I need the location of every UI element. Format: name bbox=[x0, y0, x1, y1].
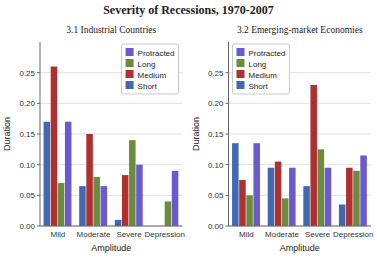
y-axis-label: Duration bbox=[191, 117, 201, 151]
grid-line bbox=[40, 164, 183, 165]
grid-line bbox=[229, 164, 372, 165]
legend-label: Short bbox=[138, 82, 158, 91]
y-tick-label: 0.10 bbox=[208, 161, 224, 170]
y-tick-label: 0.05 bbox=[19, 191, 35, 200]
bar bbox=[303, 186, 310, 226]
x-axis-label: Amplitude bbox=[280, 243, 320, 253]
legend-label: Long bbox=[138, 60, 156, 69]
y-axis-label: Duration bbox=[2, 117, 12, 151]
grid-line bbox=[229, 226, 372, 227]
y-tick-label: 0.20 bbox=[19, 99, 35, 108]
x-tick-label: Mild bbox=[239, 230, 254, 239]
legend-box bbox=[122, 44, 179, 94]
legend-swatch bbox=[237, 48, 245, 56]
panel-title: 3.2 Emerging-market Economies bbox=[237, 25, 363, 35]
legend-swatch bbox=[126, 81, 134, 89]
legend-swatch bbox=[237, 70, 245, 78]
bar bbox=[165, 201, 172, 226]
legend: Protracted Long Medium Short bbox=[122, 44, 179, 94]
panel-title: 3.1 Industrial Countries bbox=[66, 25, 156, 35]
legend-swatch bbox=[237, 81, 245, 89]
bar bbox=[275, 162, 282, 226]
y-tick-label: 0.05 bbox=[208, 191, 224, 200]
bar bbox=[239, 180, 246, 226]
bar bbox=[232, 143, 239, 226]
x-tick-label: Severe bbox=[305, 230, 331, 239]
legend-swatch bbox=[126, 59, 134, 67]
grid-line bbox=[40, 103, 183, 104]
legend-swatch bbox=[126, 70, 134, 78]
bar bbox=[93, 177, 100, 226]
y-tick-label: 0.20 bbox=[208, 99, 224, 108]
y-tick-label: 0.00 bbox=[19, 222, 35, 231]
bar bbox=[172, 171, 179, 226]
legend-swatch bbox=[126, 48, 134, 56]
bar bbox=[86, 134, 93, 226]
legend: Protracted Long Medium Short bbox=[233, 44, 290, 94]
y-tick-label: 0.15 bbox=[19, 130, 35, 139]
legend-swatch bbox=[237, 59, 245, 67]
bar bbox=[246, 195, 253, 226]
panel: 3.2 Emerging-market Economies 0.00 0.05 0.1… bbox=[191, 25, 374, 253]
bar bbox=[115, 220, 122, 226]
x-tick-label: Mild bbox=[50, 230, 65, 239]
legend-label: Medium bbox=[138, 71, 167, 80]
bar bbox=[289, 168, 296, 226]
legend-box bbox=[233, 44, 290, 94]
y-tick-label: 0.10 bbox=[19, 161, 35, 170]
x-tick-label: Moderate bbox=[77, 230, 111, 239]
bar bbox=[282, 198, 289, 226]
bar bbox=[51, 67, 58, 226]
legend-label: Medium bbox=[249, 71, 278, 80]
bar bbox=[268, 168, 275, 226]
bar bbox=[136, 165, 143, 226]
x-axis-label: Amplitude bbox=[91, 243, 131, 253]
legend-label: Short bbox=[249, 82, 269, 91]
x-tick-label: Depression bbox=[144, 230, 184, 239]
y-tick-label: 0.00 bbox=[208, 222, 224, 231]
y-tick-label: 0.25 bbox=[19, 69, 35, 78]
figure-title: Severity of Recessions, 1970-2007 bbox=[103, 3, 274, 17]
legend-label: Long bbox=[249, 60, 267, 69]
grid-line bbox=[40, 226, 183, 227]
x-axis-line bbox=[229, 226, 372, 227]
bar bbox=[325, 168, 332, 226]
bar bbox=[346, 168, 353, 226]
bar bbox=[339, 205, 346, 226]
bar bbox=[318, 149, 325, 226]
grid-line bbox=[40, 134, 183, 135]
bar bbox=[101, 186, 108, 226]
grid-line bbox=[229, 103, 372, 104]
x-tick-label: Moderate bbox=[265, 230, 299, 239]
grid-line bbox=[229, 134, 372, 135]
y-axis-line bbox=[228, 42, 229, 226]
legend-label: Protracted bbox=[249, 49, 286, 58]
bar bbox=[353, 171, 360, 226]
bars bbox=[232, 85, 367, 226]
x-axis-line bbox=[40, 226, 183, 227]
bar bbox=[122, 175, 129, 226]
y-tick-label: 0.15 bbox=[208, 130, 224, 139]
panel: 3.1 Industrial Countries 0.00 0.05 0.10 0.15… bbox=[2, 25, 185, 253]
y-axis-line bbox=[40, 42, 41, 226]
bar bbox=[79, 186, 86, 226]
bar bbox=[360, 155, 367, 226]
bar bbox=[253, 143, 260, 226]
figure: Severity of Recessions, 1970-2007 3.1 Ind… bbox=[0, 0, 377, 264]
bar bbox=[310, 85, 317, 226]
legend-label: Protracted bbox=[138, 49, 175, 58]
x-tick-label: Severe bbox=[116, 230, 142, 239]
bar bbox=[65, 122, 72, 226]
bar bbox=[129, 140, 136, 226]
x-tick-label: Depression bbox=[333, 230, 373, 239]
y-tick-label: 0.25 bbox=[208, 69, 224, 78]
bar bbox=[44, 122, 51, 226]
bar bbox=[58, 183, 65, 226]
